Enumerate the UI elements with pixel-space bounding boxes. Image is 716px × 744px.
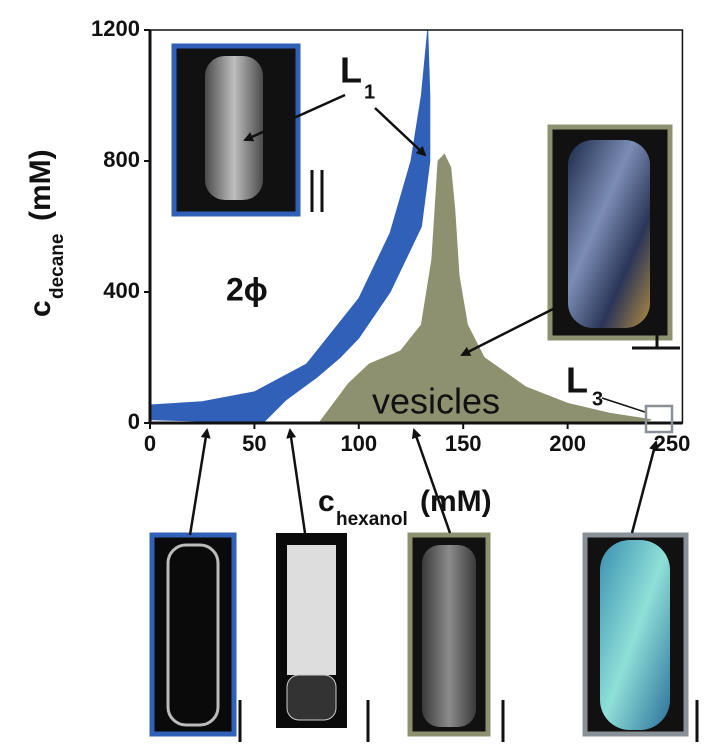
x-label-unit: (mM) xyxy=(420,485,492,518)
x-tick-label: 150 xyxy=(445,431,482,456)
y-tick-label: 400 xyxy=(103,278,140,303)
y-tick-label: 1200 xyxy=(91,16,140,41)
y-tick-label: 0 xyxy=(128,409,140,434)
annotation: L xyxy=(566,360,588,401)
l3-region-box xyxy=(646,406,672,432)
arrow xyxy=(632,442,656,533)
x-label: c xyxy=(318,485,335,518)
x-tick-label: 200 xyxy=(549,431,586,456)
tube xyxy=(287,675,336,720)
x-tick-label: 50 xyxy=(242,431,266,456)
arrow xyxy=(290,430,305,533)
pointer xyxy=(602,398,645,412)
y-label: c decane (mM) xyxy=(24,149,68,317)
annotation: vesicles xyxy=(372,381,500,422)
tube xyxy=(205,56,263,200)
y-label-sub: decane xyxy=(47,234,68,299)
annotation-sub: 1 xyxy=(364,81,375,103)
x-tick-label: 250 xyxy=(654,431,691,456)
y-label-main: c xyxy=(24,300,57,317)
tube xyxy=(568,140,650,328)
arrow xyxy=(462,308,555,355)
arrow xyxy=(190,430,207,535)
photo-l1-low xyxy=(152,535,234,734)
tube xyxy=(422,545,476,727)
x-tick-label: 0 xyxy=(144,431,156,456)
x-tick-label: 100 xyxy=(340,431,377,456)
tube xyxy=(287,545,336,675)
tube xyxy=(600,540,670,730)
annotation-sub: 3 xyxy=(592,388,603,410)
chart: 0 50 100 150 200 250 0 400 800 1200 xyxy=(0,0,716,744)
annotation: 2ϕ xyxy=(226,271,268,307)
x-label-sub: hexanol xyxy=(336,509,408,530)
y-label-unit: (mM) xyxy=(24,149,57,221)
annotation: L xyxy=(340,50,362,91)
y-tick-label: 800 xyxy=(103,147,140,172)
